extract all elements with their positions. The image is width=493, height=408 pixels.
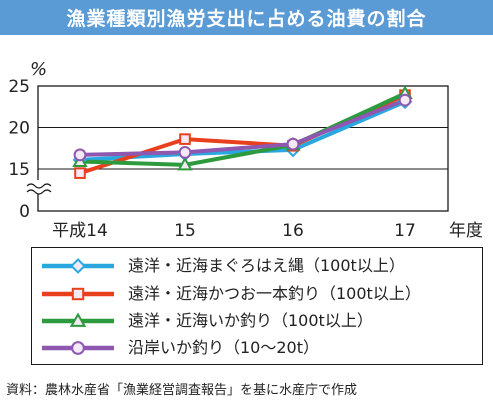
axis-break-gap — [33, 180, 43, 194]
data-point-marker — [178, 146, 192, 159]
legend-swatch — [42, 341, 114, 355]
x-tick-label: 平成14 — [52, 221, 108, 241]
y-tick-label: 15 — [8, 160, 30, 180]
legend-label: 遠洋・近海まぐろはえ縄（100t以上） — [128, 256, 405, 275]
data-point-marker — [398, 93, 412, 107]
x-tick-label: 16 — [282, 221, 304, 241]
data-point-marker — [74, 167, 86, 179]
series-markers — [73, 93, 412, 162]
series-group — [79, 99, 406, 162]
y-tick-label: 25 — [8, 77, 30, 97]
data-point-marker — [177, 156, 193, 171]
series-line — [79, 99, 406, 162]
title-bar: 漁業種類別漁労支出に占める油費の割合 — [0, 0, 493, 35]
y-tick-label: 20 — [8, 119, 30, 139]
series-line — [79, 98, 406, 157]
series-group — [79, 98, 406, 157]
legend-label: 遠洋・近海かつお一本釣り（100t以上） — [128, 284, 421, 303]
chart-plot: 0 15 20 25% 平成14 15 16 17 年度 — [8, 59, 483, 241]
axis-break-marker — [26, 180, 52, 195]
data-point-marker — [179, 133, 191, 145]
x-tick-label: 15 — [174, 221, 196, 241]
series-line — [79, 91, 406, 167]
source-note: 資料：農林水産省「漁業経営調査報告」を基に水産庁で作成 — [6, 383, 358, 398]
data-point-marker — [70, 258, 86, 274]
series-group — [79, 91, 406, 167]
plot-frame — [37, 85, 449, 212]
data-point-marker — [69, 312, 87, 327]
legend: 遠洋・近海まぐろはえ縄（100t以上） 遠洋・近海かつお一本釣り（100t以上）… — [31, 247, 483, 365]
legend-label: 遠洋・近海いか釣り（100t以上） — [128, 311, 373, 330]
y-unit-label: % — [30, 59, 47, 80]
axis-break-wave — [26, 189, 52, 195]
data-point-marker — [71, 287, 85, 301]
y-tick-label: 0 — [19, 202, 30, 222]
data-point-marker — [71, 341, 85, 355]
data-point-marker — [286, 137, 300, 151]
axis-break-wave — [26, 183, 52, 189]
x-tick-label: 17 — [394, 221, 416, 241]
data-point-marker — [73, 148, 87, 162]
legend-swatch — [42, 287, 114, 301]
legend-swatch — [42, 258, 114, 274]
chart-title: 漁業種類別漁労支出に占める油費の割合 — [66, 8, 427, 30]
legend-label: 沿岸いか釣り（10〜20t） — [128, 338, 319, 357]
x-unit-label: 年度 — [449, 221, 483, 241]
legend-swatch — [42, 312, 114, 327]
